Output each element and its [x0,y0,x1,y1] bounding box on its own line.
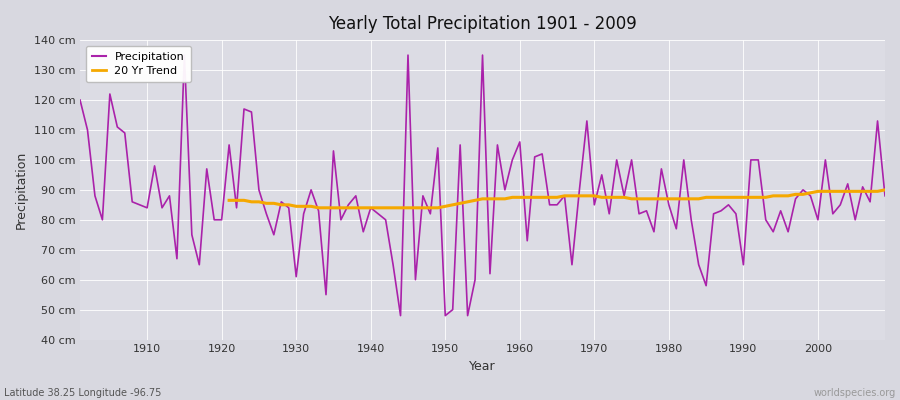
Title: Yearly Total Precipitation 1901 - 2009: Yearly Total Precipitation 1901 - 2009 [328,15,637,33]
Y-axis label: Precipitation: Precipitation [15,151,28,229]
Text: Latitude 38.25 Longitude -96.75: Latitude 38.25 Longitude -96.75 [4,388,162,398]
Legend: Precipitation, 20 Yr Trend: Precipitation, 20 Yr Trend [86,46,191,82]
X-axis label: Year: Year [469,360,496,373]
Text: worldspecies.org: worldspecies.org [814,388,896,398]
